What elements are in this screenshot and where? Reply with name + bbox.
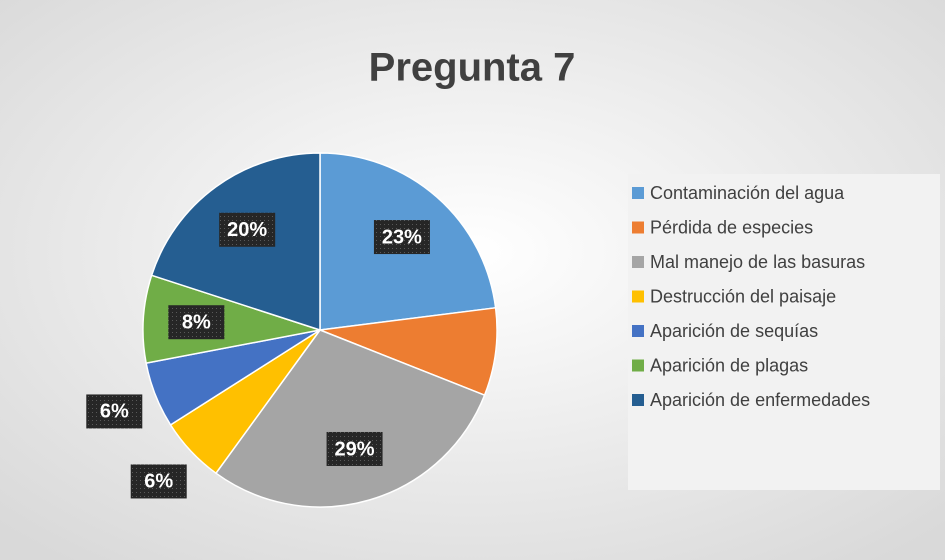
- data-label: 6%: [100, 401, 129, 423]
- data-label-box: [86, 394, 143, 429]
- legend-label: Aparición de sequías: [650, 321, 818, 341]
- legend-swatch: [632, 325, 644, 337]
- data-label-box: [373, 220, 430, 255]
- pie-slice: [214, 329, 486, 508]
- legend-label: Destrucción del paisaje: [650, 286, 836, 306]
- legend-label: Aparición de enfermedades: [650, 390, 870, 410]
- legend-box: [628, 174, 940, 490]
- legend-swatch: [632, 359, 644, 372]
- data-label: 6%: [144, 471, 173, 493]
- data-label-box: [130, 464, 187, 499]
- data-label: 23%: [382, 226, 422, 248]
- legend-swatch: [632, 187, 644, 199]
- legend-swatch: [632, 256, 644, 268]
- legend-label: Contaminación del agua: [650, 183, 845, 203]
- data-label: 29%: [335, 438, 375, 460]
- chart-title: Pregunta 7: [369, 46, 576, 90]
- data-label-box: [326, 431, 383, 466]
- data-label-box: [168, 305, 225, 340]
- data-label: 20%: [227, 219, 267, 241]
- legend-swatch: [632, 221, 644, 234]
- legend-label: Mal manejo de las basuras: [650, 252, 865, 272]
- pie-slice: [319, 306, 498, 397]
- data-label: 8%: [182, 312, 211, 334]
- data-label-box: [219, 212, 276, 247]
- legend-label: Pérdida de especies: [650, 217, 813, 237]
- legend-label: Aparición de plagas: [650, 355, 808, 375]
- legend-swatch: [632, 290, 644, 303]
- legend-swatch: [632, 394, 644, 406]
- pie-slice: [142, 274, 321, 365]
